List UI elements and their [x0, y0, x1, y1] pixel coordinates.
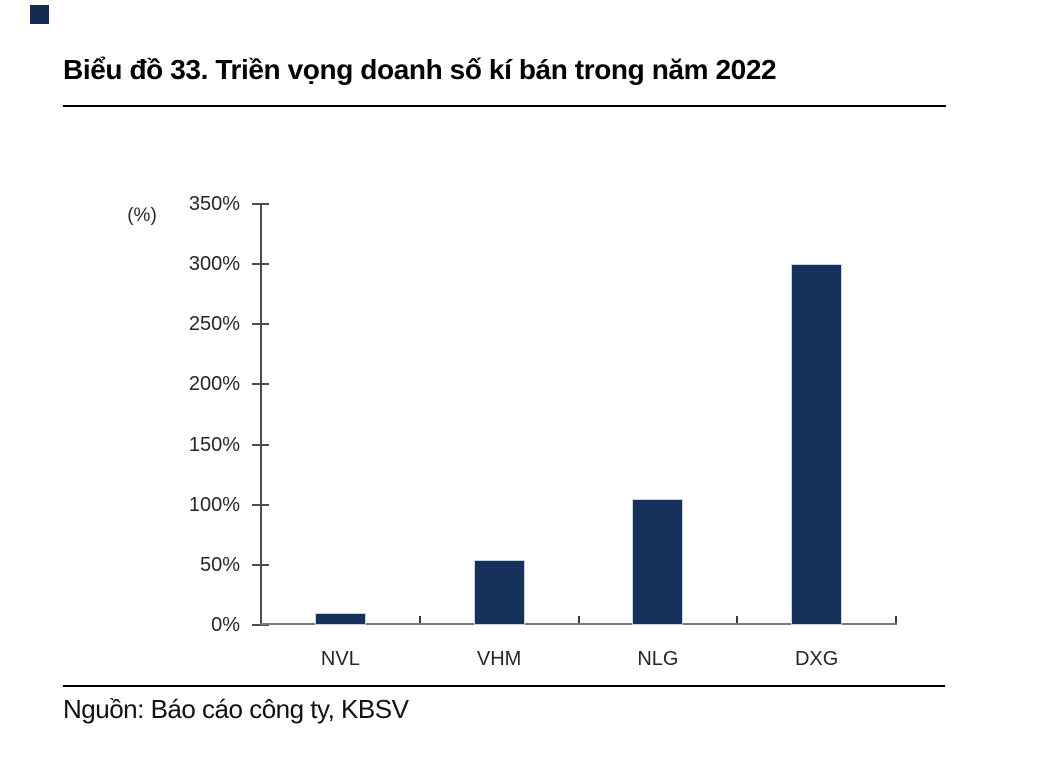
- x-axis-label-NLG: NLG: [637, 648, 679, 670]
- bar-VHM: [473, 560, 525, 625]
- x-tick: [577, 616, 580, 625]
- y-tick-label: 300%: [188, 253, 240, 276]
- x-axis-line: [260, 623, 897, 625]
- y-tick-label: 100%: [188, 493, 240, 516]
- x-axis-label-NVL: NVL: [320, 648, 360, 670]
- y-tick: [252, 624, 269, 626]
- y-axis-unit-label: (%): [127, 205, 157, 226]
- x-tick: [418, 616, 421, 625]
- bar-NVL: [314, 612, 366, 625]
- chart-title: Biểu đồ 33. Triền vọng doanh số kí bán t…: [63, 54, 777, 85]
- source-divider: [63, 685, 945, 687]
- x-axis-label-VHM: VHM: [476, 648, 522, 670]
- y-tick-label: 50%: [199, 553, 240, 576]
- title-divider: [63, 105, 946, 107]
- y-tick: [252, 203, 269, 205]
- corner-square-decoration: [30, 5, 49, 24]
- y-tick: [252, 323, 269, 326]
- bar-NLG: [632, 498, 684, 625]
- y-tick: [252, 263, 269, 266]
- y-tick-label: 0%: [211, 614, 240, 636]
- bar-DXG: [791, 264, 843, 625]
- y-tick: [252, 443, 269, 446]
- source-text: Nguồn: Báo cáo công ty, KBSV: [63, 694, 409, 724]
- y-tick-label: 150%: [188, 433, 240, 456]
- x-tick: [895, 616, 897, 625]
- plot-area: [252, 203, 897, 626]
- y-tick-label: 250%: [188, 313, 240, 336]
- y-tick-label: 350%: [188, 193, 240, 215]
- y-tick: [252, 563, 269, 566]
- y-tick-label: 200%: [188, 373, 240, 396]
- y-tick: [252, 503, 269, 506]
- y-axis-line: [260, 204, 262, 625]
- x-axis-label-DXG: DXG: [794, 648, 839, 670]
- x-tick: [736, 616, 739, 625]
- y-tick: [252, 383, 269, 386]
